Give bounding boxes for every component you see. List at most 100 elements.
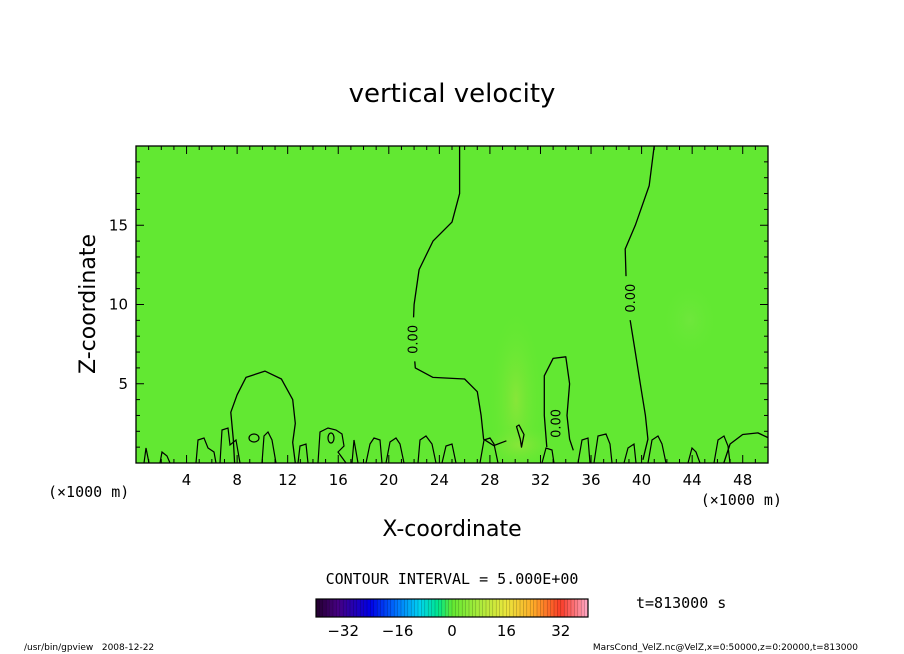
colorbar-cell [516, 599, 521, 617]
colorbar-cell [353, 599, 358, 617]
y-axis-label: Z-coordinate [76, 234, 101, 374]
colorbar-cell [564, 599, 568, 617]
colorbar-cell [360, 599, 364, 617]
contour-interval-label: CONTOUR INTERVAL = 5.000E+00 [326, 570, 579, 588]
contour-line [230, 370, 296, 463]
colorbar-cell [581, 599, 585, 617]
footer-left: /usr/bin/gpview 2008-12-22 [24, 643, 154, 653]
colorbar-cell [350, 599, 354, 617]
contour-lines [230, 146, 768, 463]
x-axis-ticks: 4 8 12 16 20 24 28 32 36 40 44 48 [148, 146, 756, 489]
colorbar-cell [394, 599, 398, 617]
shading-blob-updraft [488, 305, 544, 463]
colorbar-ticks: −32 −16 0 16 32 [327, 622, 570, 640]
colorbar-cell [441, 599, 446, 617]
colorbar-tick-label: −16 [382, 622, 414, 640]
colorbar-cell [343, 599, 347, 617]
colorbar-cell [465, 599, 470, 617]
y-axis-ticks: 5 10 15 [109, 161, 768, 448]
colorbar-cell [414, 599, 419, 617]
colorbar-cell [421, 599, 426, 617]
colorbar-tick-label: 32 [551, 622, 570, 640]
small-closed-contour [248, 433, 260, 443]
x-tick-label: 16 [329, 471, 348, 489]
colorbar-cell [384, 599, 388, 617]
colorbar-cell [404, 599, 409, 617]
x-unit-label-right: (×1000 m) [701, 491, 782, 509]
colorbar-cell [431, 599, 436, 617]
colorbar-cell [489, 599, 494, 617]
colorbar-cell [458, 599, 463, 617]
x-tick-label: 8 [232, 471, 242, 489]
colorbar-cell [401, 599, 405, 617]
x-tick-label: 36 [581, 471, 600, 489]
colorbar-cell [462, 599, 466, 617]
colorbar-cell [486, 599, 490, 617]
field-shading [480, 280, 720, 463]
colorbar-cell [560, 599, 565, 617]
colorbar-cell [367, 599, 371, 617]
x-tick-label: 24 [430, 471, 449, 489]
colorbar-cell [547, 599, 551, 617]
colorbar-cell [526, 599, 531, 617]
small-closed-contour [327, 432, 335, 444]
x-tick-label: 32 [531, 471, 550, 489]
colorbar-cell [550, 599, 555, 617]
colorbar-cell [482, 599, 487, 617]
colorbar-cell [397, 599, 402, 617]
colorbar-cell [499, 599, 504, 617]
contour-labels: 0.00 0.00 0.00 [407, 276, 639, 446]
contour-line [543, 356, 574, 451]
colorbar-cell [448, 599, 453, 617]
x-tick-label: 44 [683, 471, 702, 489]
contour-label-bg [407, 317, 422, 362]
contour-line [412, 146, 507, 447]
colorbar-cell [322, 599, 327, 617]
colorbar-cell [370, 599, 375, 617]
colorbar: −32 −16 0 16 32 [315, 598, 589, 640]
colorbar-cell [469, 599, 473, 617]
colorbar-cell [509, 599, 514, 617]
colorbar-cell [418, 599, 422, 617]
colorbar-cell [506, 599, 511, 617]
colorbar-cell [530, 599, 534, 617]
colorbar-cell [363, 599, 368, 617]
contour-label-bg [549, 401, 564, 446]
colorbar-cell [356, 599, 361, 617]
colorbar-cell [339, 599, 344, 617]
chart-title: vertical velocity [349, 79, 556, 109]
colorbar-cell [424, 599, 429, 617]
contour-label: 0.00 [549, 409, 564, 438]
colorbar-cell [428, 599, 432, 617]
colorbar-cell [373, 599, 378, 617]
x-unit-label-left: (×1000 m) [48, 483, 129, 501]
colorbar-cell [326, 599, 330, 617]
contour-line [515, 424, 525, 448]
plot-area: 0.000.000.00 4 8 12 16 20 24 28 32 36 40 44 48 5101… [109, 145, 769, 489]
colorbar-cell [537, 599, 541, 617]
time-label: t=813000 s [636, 594, 726, 612]
colorbar-cell [513, 599, 517, 617]
colorbar-cell [329, 599, 334, 617]
colorbar-cell [435, 599, 439, 617]
colorbar-cell [316, 599, 320, 617]
colorbar-cell [438, 599, 443, 617]
colorbar-frame [315, 598, 589, 618]
x-tick-label: 12 [278, 471, 297, 489]
contour-line [624, 146, 655, 460]
colorbar-cell [472, 599, 477, 617]
colorbar-cell [407, 599, 412, 617]
x-tick-label: 4 [182, 471, 192, 489]
colorbar-cell [540, 599, 545, 617]
colorbar-cell [574, 599, 579, 617]
colorbar-tick-label: −32 [327, 622, 359, 640]
colorbar-cell [333, 599, 337, 617]
colorbar-cell [577, 599, 582, 617]
y-tick-label: 5 [118, 375, 128, 393]
shading-blob-right [660, 280, 720, 360]
footer-right: MarsCond_VelZ.nc@VelZ,x=0:50000,z=0:2000… [593, 643, 858, 653]
colorbar-cell [533, 599, 538, 617]
colorbar-cell [554, 599, 558, 617]
colorbar-cell [523, 599, 528, 617]
